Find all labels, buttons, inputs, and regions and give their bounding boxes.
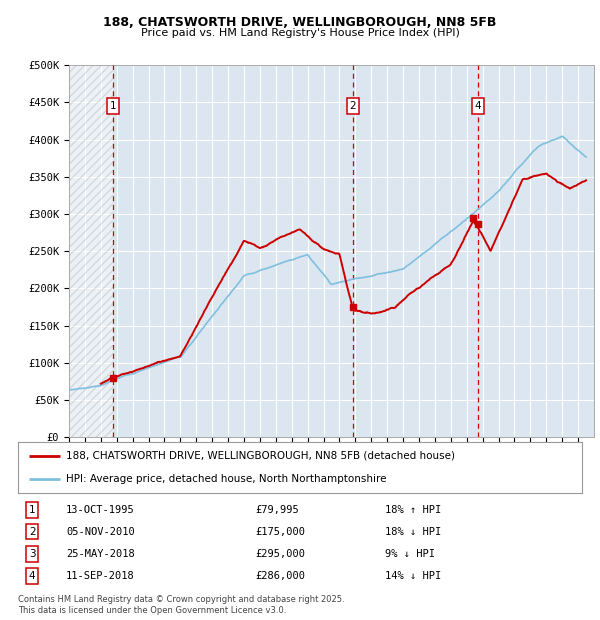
Text: 14% ↓ HPI: 14% ↓ HPI bbox=[385, 571, 441, 581]
Text: 25-MAY-2018: 25-MAY-2018 bbox=[66, 549, 134, 559]
Text: £175,000: £175,000 bbox=[255, 526, 305, 536]
Text: HPI: Average price, detached house, North Northamptonshire: HPI: Average price, detached house, Nort… bbox=[66, 474, 386, 484]
Text: 05-NOV-2010: 05-NOV-2010 bbox=[66, 526, 134, 536]
Text: 1: 1 bbox=[29, 505, 35, 515]
Text: 11-SEP-2018: 11-SEP-2018 bbox=[66, 571, 134, 581]
Text: 4: 4 bbox=[29, 571, 35, 581]
Text: Contains HM Land Registry data © Crown copyright and database right 2025.
This d: Contains HM Land Registry data © Crown c… bbox=[18, 595, 344, 614]
Text: £286,000: £286,000 bbox=[255, 571, 305, 581]
Text: 2: 2 bbox=[29, 526, 35, 536]
Text: 18% ↑ HPI: 18% ↑ HPI bbox=[385, 505, 441, 515]
Text: 9% ↓ HPI: 9% ↓ HPI bbox=[385, 549, 434, 559]
Text: 188, CHATSWORTH DRIVE, WELLINGBOROUGH, NN8 5FB: 188, CHATSWORTH DRIVE, WELLINGBOROUGH, N… bbox=[103, 16, 497, 29]
Text: 3: 3 bbox=[29, 549, 35, 559]
Text: 2: 2 bbox=[350, 101, 356, 111]
Text: Price paid vs. HM Land Registry's House Price Index (HPI): Price paid vs. HM Land Registry's House … bbox=[140, 28, 460, 38]
Text: 18% ↓ HPI: 18% ↓ HPI bbox=[385, 526, 441, 536]
Text: £79,995: £79,995 bbox=[255, 505, 299, 515]
Text: 13-OCT-1995: 13-OCT-1995 bbox=[66, 505, 134, 515]
Text: 4: 4 bbox=[475, 101, 481, 111]
Text: 1: 1 bbox=[110, 101, 116, 111]
Text: 188, CHATSWORTH DRIVE, WELLINGBOROUGH, NN8 5FB (detached house): 188, CHATSWORTH DRIVE, WELLINGBOROUGH, N… bbox=[66, 451, 455, 461]
Bar bbox=[69, 65, 113, 437]
Text: £295,000: £295,000 bbox=[255, 549, 305, 559]
